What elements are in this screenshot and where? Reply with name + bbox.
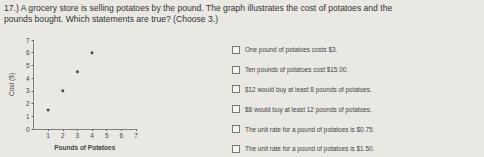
html-text:pounds bought. Which statement: pounds bought. Which statements are true… (4, 14, 218, 24)
svg-text:5: 5 (26, 62, 30, 69)
svg-text:6: 6 (26, 49, 30, 56)
html-text:Ten pounds of potatoes cost $1: Ten pounds of potatoes cost $15.00. (245, 66, 348, 74)
svg-text:5: 5 (105, 132, 109, 139)
svg-text:3: 3 (26, 87, 30, 94)
svg-text:7: 7 (26, 37, 30, 44)
svg-text:0: 0 (26, 126, 30, 133)
svg-text:2: 2 (61, 132, 65, 139)
svg-text:Cost ($): Cost ($) (8, 73, 16, 96)
svg-text:3: 3 (76, 132, 80, 139)
svg-text:6: 6 (120, 132, 124, 139)
html-text:The unit rate for a pound of p: The unit rate for a pound of potatoes is… (245, 125, 375, 133)
svg-text:7: 7 (134, 132, 138, 139)
html-text:The unit rate for a pound of p: The unit rate for a pound of potatoes is… (245, 145, 375, 153)
svg-text:2: 2 (26, 100, 30, 107)
html-text:One pound of potatoes costs $3: One pound of potatoes costs $3. (245, 46, 338, 54)
html-text:$8 would buy at least 12 pound: $8 would buy at least 12 pounds of potat… (245, 105, 372, 113)
svg-text:1: 1 (26, 113, 30, 120)
svg-text:Pounds of Potatoes: Pounds of Potatoes (54, 144, 115, 151)
html-text:$12 would buy at least 8 pound: $12 would buy at least 8 pounds of potat… (245, 86, 372, 93)
svg-text:1: 1 (46, 132, 50, 139)
svg-text:4: 4 (90, 132, 94, 139)
html-text:17.) A grocery store is sellin: 17.) A grocery store is selling potatoes… (4, 3, 393, 13)
svg-text:4: 4 (26, 75, 30, 82)
